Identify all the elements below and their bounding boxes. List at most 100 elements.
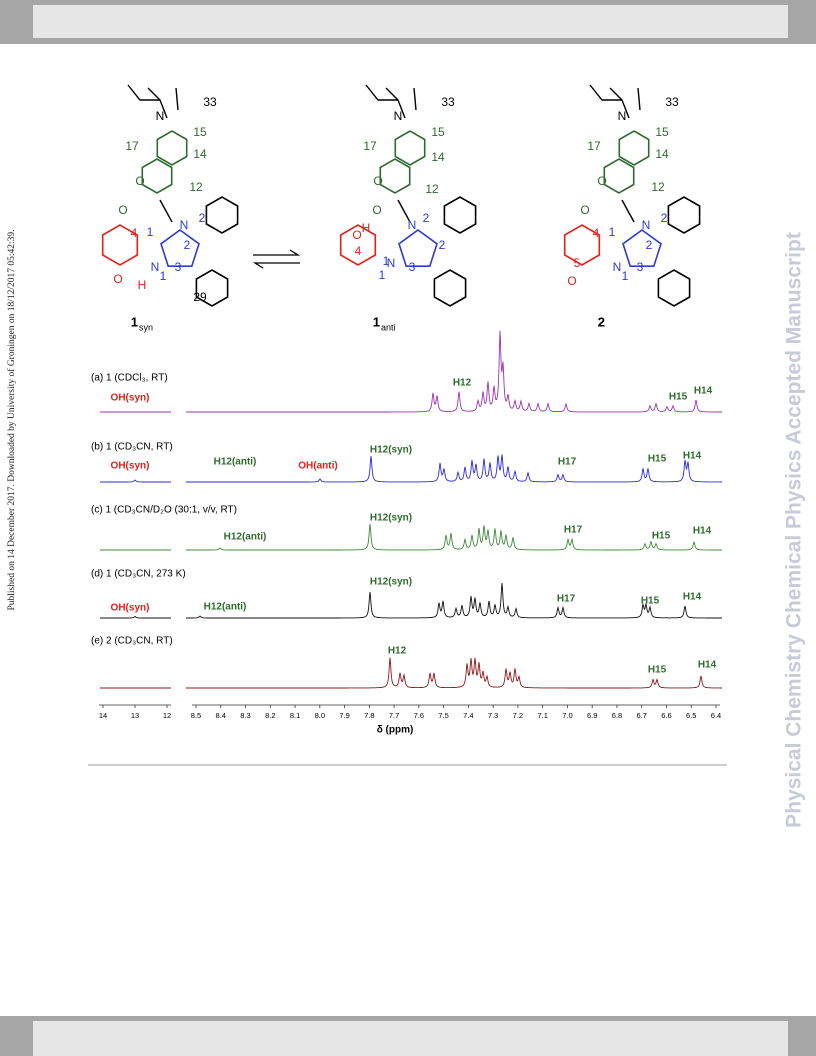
- bond: [175, 87, 179, 111]
- side-note: Published on 14 December 2017. Downloade…: [6, 229, 17, 610]
- ring: [141, 158, 173, 194]
- ring: [563, 224, 601, 266]
- atom-label: O: [597, 174, 606, 188]
- spectrum-trace: [186, 523, 722, 551]
- atom-label: 12: [651, 180, 665, 194]
- peak-label: H12(anti): [224, 532, 267, 543]
- atom-label: 3: [637, 260, 644, 274]
- header-box: [33, 5, 788, 38]
- atom-label: 17: [587, 139, 601, 153]
- peak-label: H15: [652, 531, 671, 542]
- atom-label: 17: [125, 139, 139, 153]
- compound-number: 1: [373, 314, 380, 329]
- x-tick-label: 7.7: [389, 711, 399, 720]
- spectrum-label: (a) 1 (CDCl₃, RT): [91, 373, 168, 384]
- atom-label: 4: [355, 244, 362, 258]
- x-tick-label: 8.1: [290, 711, 300, 720]
- x-tick-label: 7.5: [438, 711, 448, 720]
- ring: [156, 130, 188, 166]
- peak-label: H12(syn): [370, 513, 412, 524]
- peak-label: OH(syn): [111, 461, 150, 472]
- atom-label: N: [156, 109, 165, 123]
- peak-label: OH(anti): [298, 461, 337, 472]
- atom-label: 15: [655, 125, 669, 139]
- atom-label: 33: [665, 95, 679, 109]
- atom-label: 2: [423, 211, 430, 225]
- ring: [622, 229, 662, 267]
- footer-box: [33, 1021, 788, 1056]
- x-tick-label: 7.6: [414, 711, 424, 720]
- atom-label: N: [408, 218, 417, 232]
- x-tick-label: 7.2: [513, 711, 523, 720]
- x-tick-label: 6.4: [711, 711, 721, 720]
- atom-label: 14: [431, 150, 445, 164]
- atom-label: O: [567, 274, 576, 288]
- peak-label: H12(anti): [204, 602, 247, 613]
- peak-label: H17: [564, 525, 583, 536]
- ring: [101, 224, 139, 266]
- x-tick-label: 8.4: [216, 711, 226, 720]
- atom-label: N: [613, 260, 622, 274]
- ring: [443, 196, 477, 234]
- x-tick-label: 6.5: [686, 711, 696, 720]
- x-tick-label: 6.8: [612, 711, 622, 720]
- atom-label: O: [118, 203, 127, 217]
- x-tick-label: 7.1: [537, 711, 547, 720]
- bond: [397, 199, 411, 223]
- atom-label: 15: [193, 125, 207, 139]
- ring: [195, 269, 229, 307]
- atom-label: 5: [574, 256, 581, 270]
- x-tick-label: 7.8: [364, 711, 374, 720]
- x-tick-label: 6.6: [661, 711, 671, 720]
- compound-number: 2: [598, 314, 605, 329]
- spectrum-trace: [186, 657, 722, 689]
- peak-label: H14: [693, 526, 712, 537]
- x-tick-label: 6.9: [587, 711, 597, 720]
- atom-label: H: [362, 221, 371, 235]
- atom-label: 12: [425, 182, 439, 196]
- atom-label: 33: [203, 95, 217, 109]
- x-tick-label: 8.5: [191, 711, 201, 720]
- peak-label: H15: [669, 392, 688, 403]
- x-tick-label: 7.9: [339, 711, 349, 720]
- x-tick-label: 7.4: [463, 711, 473, 720]
- x-tick-label: 14: [99, 711, 107, 720]
- atom-label: 1: [160, 269, 167, 283]
- atom-label: 1: [379, 268, 386, 282]
- atom-label: 3: [175, 260, 182, 274]
- atom-label: 1: [147, 225, 154, 239]
- peak-label: H17: [557, 594, 576, 605]
- watermark: Physical Chemistry Chemical Physics Acce…: [783, 232, 806, 828]
- spectrum-label: (c) 1 (CD₃CN/D₂O (30:1, v/v, RT): [91, 505, 237, 516]
- peak-label: H12: [388, 646, 407, 657]
- atom-label: 12: [189, 180, 203, 194]
- atom-label: 14: [655, 147, 669, 161]
- atom-label: N: [642, 218, 651, 232]
- spectrum-trace: [186, 330, 722, 413]
- ring: [667, 196, 701, 234]
- ring: [394, 130, 426, 166]
- ring: [339, 224, 377, 266]
- ring: [398, 229, 438, 267]
- x-tick-label: 6.7: [636, 711, 646, 720]
- bond: [365, 84, 406, 119]
- peak-label: H15: [648, 454, 667, 465]
- bond: [637, 87, 641, 111]
- peak-label: OH(syn): [111, 393, 150, 404]
- peak-label: H17: [558, 457, 577, 468]
- atom-label: 4: [131, 226, 138, 240]
- ring: [379, 158, 411, 194]
- atom-label: O: [113, 272, 122, 286]
- peak-label: H15: [648, 665, 667, 676]
- x-tick-label: 13: [131, 711, 139, 720]
- atom-label: N: [151, 260, 160, 274]
- atom-label: 4: [593, 226, 600, 240]
- atom-label: O: [372, 203, 381, 217]
- bond: [127, 84, 168, 119]
- atom-label: 14: [193, 147, 207, 161]
- spectrum-trace: [100, 479, 171, 483]
- atom-label: 29: [193, 290, 207, 304]
- peak-label: H12(anti): [214, 457, 257, 468]
- atom-label: H: [138, 278, 147, 292]
